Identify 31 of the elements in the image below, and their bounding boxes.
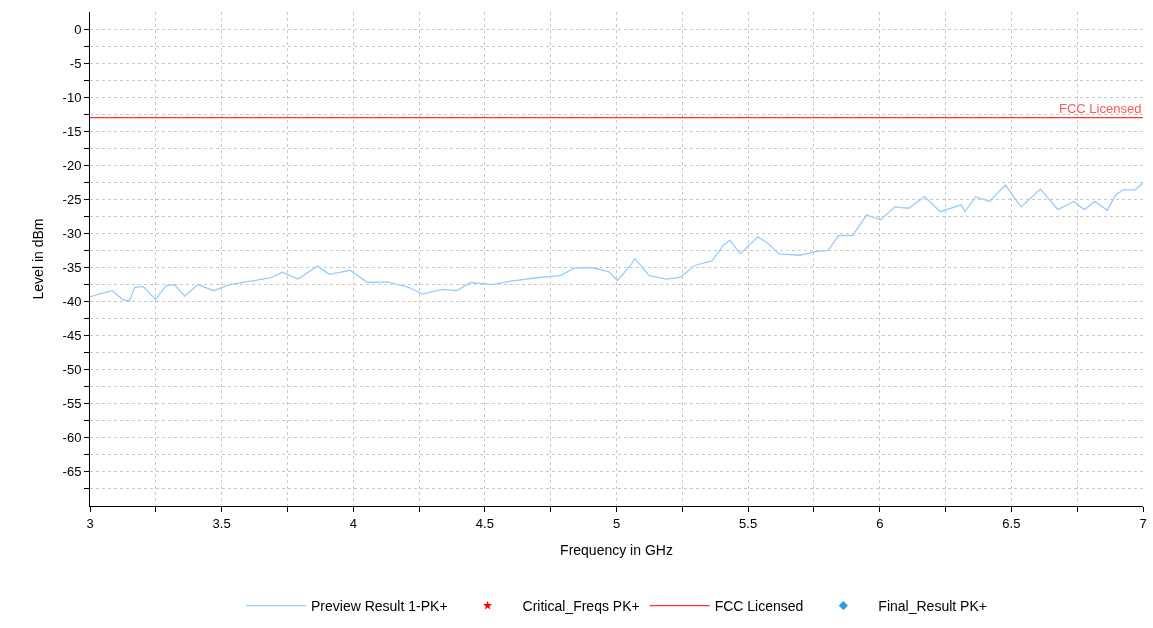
- y-tick-label: -5: [69, 55, 82, 71]
- legend-label: Preview Result 1-PK+: [311, 598, 448, 615]
- y-tick-label: -65: [62, 464, 82, 480]
- x-tick-label: 6.5: [1002, 515, 1021, 531]
- x-axis-title: Frequency in GHz: [560, 541, 673, 558]
- legend-label: Critical_Freqs PK+: [522, 598, 640, 615]
- y-tick-label: -55: [62, 396, 82, 412]
- annotation: FCC Licensed: [1059, 101, 1142, 116]
- x-tick-label: 3.5: [212, 515, 231, 531]
- x-tick-label: 4: [349, 515, 357, 531]
- y-tick-label: -50: [62, 362, 82, 378]
- y-tick-label: -30: [62, 226, 82, 241]
- y-tick-label: -15: [62, 123, 82, 139]
- y-tick-label: -10: [62, 89, 82, 105]
- x-tick-label: 4.5: [475, 515, 494, 531]
- x-tick-label: 7: [1139, 515, 1147, 531]
- y-tick-label: -35: [62, 260, 82, 276]
- x-tick-label: 5: [612, 515, 621, 531]
- y-tick-label: -25: [62, 191, 82, 207]
- x-tick-label: 6: [876, 515, 884, 531]
- x-tick-label: 3: [86, 515, 94, 531]
- x-tick-label: 5.5: [739, 515, 758, 531]
- line-series: [90, 182, 1143, 302]
- y-tick-label: -60: [62, 430, 82, 446]
- legend-label: Final_Result PK+: [878, 598, 987, 615]
- y-tick-label: -40: [62, 294, 82, 310]
- y-tick-label: -45: [62, 328, 82, 344]
- legend-label: FCC Licensed: [714, 598, 804, 615]
- y-tick-label: 0: [74, 21, 82, 37]
- y-tick-label: -20: [62, 157, 82, 173]
- y-axis-title: Level in dBm: [30, 218, 47, 300]
